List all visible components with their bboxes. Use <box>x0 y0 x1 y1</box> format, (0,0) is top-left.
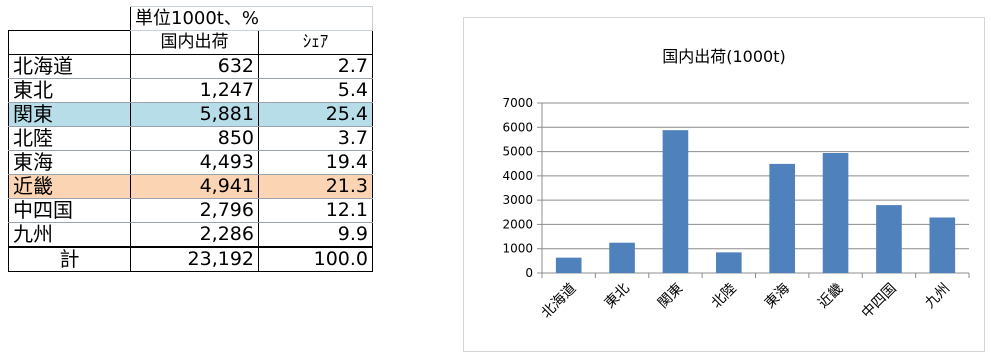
shipment-value: 632 <box>130 54 259 79</box>
bar-北海道 <box>555 257 582 273</box>
share-value: 3.7 <box>257 126 374 151</box>
x-tick-label: 北陸 <box>709 281 740 312</box>
chart-title: 国内出荷(1000t) <box>662 47 785 66</box>
bar-東海 <box>769 163 795 273</box>
region-name: 東北 <box>8 78 131 103</box>
region-name: 東海 <box>8 150 131 175</box>
y-tick-label: 3000 <box>502 193 533 207</box>
table-row: 関東 5,881 25.4 <box>8 102 374 127</box>
y-tick-label: 7000 <box>502 96 533 110</box>
x-tick-label: 北海道 <box>539 281 580 322</box>
x-tick-label: 近畿 <box>815 281 846 312</box>
shipment-value: 4,941 <box>130 174 259 199</box>
share-value: 19.4 <box>257 150 374 175</box>
header-blank <box>8 30 131 55</box>
region-name: 北陸 <box>8 126 131 151</box>
x-tick-label: 九州 <box>922 281 953 312</box>
shipment-value: 2,796 <box>130 198 259 223</box>
header-row: 国内出荷 ｼｪｱ <box>8 30 374 55</box>
bar-九州 <box>929 217 956 273</box>
total-share: 100.0 <box>257 246 374 272</box>
region-name: 中四国 <box>8 198 131 223</box>
blank-cell <box>9 7 131 31</box>
table-row: 東北 1,247 5.4 <box>8 78 374 103</box>
bars <box>555 130 956 273</box>
bar-近畿 <box>822 153 849 273</box>
data-table: 単位1000t、% 国内出荷 ｼｪｱ 北海道 632 2.7 東北 1,247 … <box>8 6 374 272</box>
table-row: 北陸 850 3.7 <box>8 126 374 151</box>
table-row: 東海 4,493 19.4 <box>8 150 374 175</box>
region-name: 九州 <box>8 222 131 248</box>
gridlines <box>542 102 969 250</box>
total-row: 計 23,192 100.0 <box>8 246 374 272</box>
chart-canvas: 国内出荷(1000t) 0 1000 2000 3000 4000 5000 6000 700… <box>502 47 970 322</box>
bar-chart: 国内出荷(1000t) 0 1000 2000 3000 4000 5000 6000 700… <box>463 17 985 352</box>
share-value: 5.4 <box>257 78 374 103</box>
x-tick-label: 関東 <box>655 281 686 312</box>
bar-東北 <box>609 242 635 273</box>
total-shipment: 23,192 <box>130 246 259 272</box>
region-name: 関東 <box>8 102 131 127</box>
unit-label: 単位1000t、% <box>129 6 374 31</box>
bar-中四国 <box>876 205 902 273</box>
share-value: 9.9 <box>257 222 374 248</box>
bar-関東 <box>662 130 689 273</box>
y-tick-label: 5000 <box>502 145 533 159</box>
y-tick-label: 0 <box>525 266 533 280</box>
header-shipment: 国内出荷 <box>130 30 259 55</box>
x-tick-label: 中四国 <box>859 281 900 322</box>
region-name: 北海道 <box>8 54 131 79</box>
table-row: 北海道 632 2.7 <box>8 54 374 79</box>
y-tick-label: 4000 <box>502 169 533 183</box>
table-row: 近畿 4,941 21.3 <box>8 174 374 199</box>
shipment-value: 2,286 <box>130 222 259 248</box>
header-share: ｼｪｱ <box>257 30 374 55</box>
share-value: 25.4 <box>257 102 374 127</box>
unit-row: 単位1000t、% <box>9 6 374 31</box>
x-tick-label: 東北 <box>602 281 633 312</box>
y-tick-label: 1000 <box>502 242 533 256</box>
shipment-value: 5,881 <box>130 102 259 127</box>
table-row: 中四国 2,796 12.1 <box>8 198 374 223</box>
table-row: 九州 2,286 9.9 <box>8 222 374 248</box>
shipment-value: 4,493 <box>130 150 259 175</box>
share-value: 21.3 <box>257 174 374 199</box>
axes <box>537 102 970 278</box>
y-tick-label: 6000 <box>502 120 533 134</box>
shipment-value: 850 <box>130 126 259 151</box>
share-value: 2.7 <box>257 54 374 79</box>
total-label: 計 <box>8 246 131 272</box>
bar-北陸 <box>716 252 742 273</box>
y-tick-label: 2000 <box>502 217 533 231</box>
shipment-value: 1,247 <box>130 78 259 103</box>
region-name: 近畿 <box>8 174 131 199</box>
share-value: 12.1 <box>257 198 374 223</box>
x-tick-label: 東海 <box>762 281 793 312</box>
